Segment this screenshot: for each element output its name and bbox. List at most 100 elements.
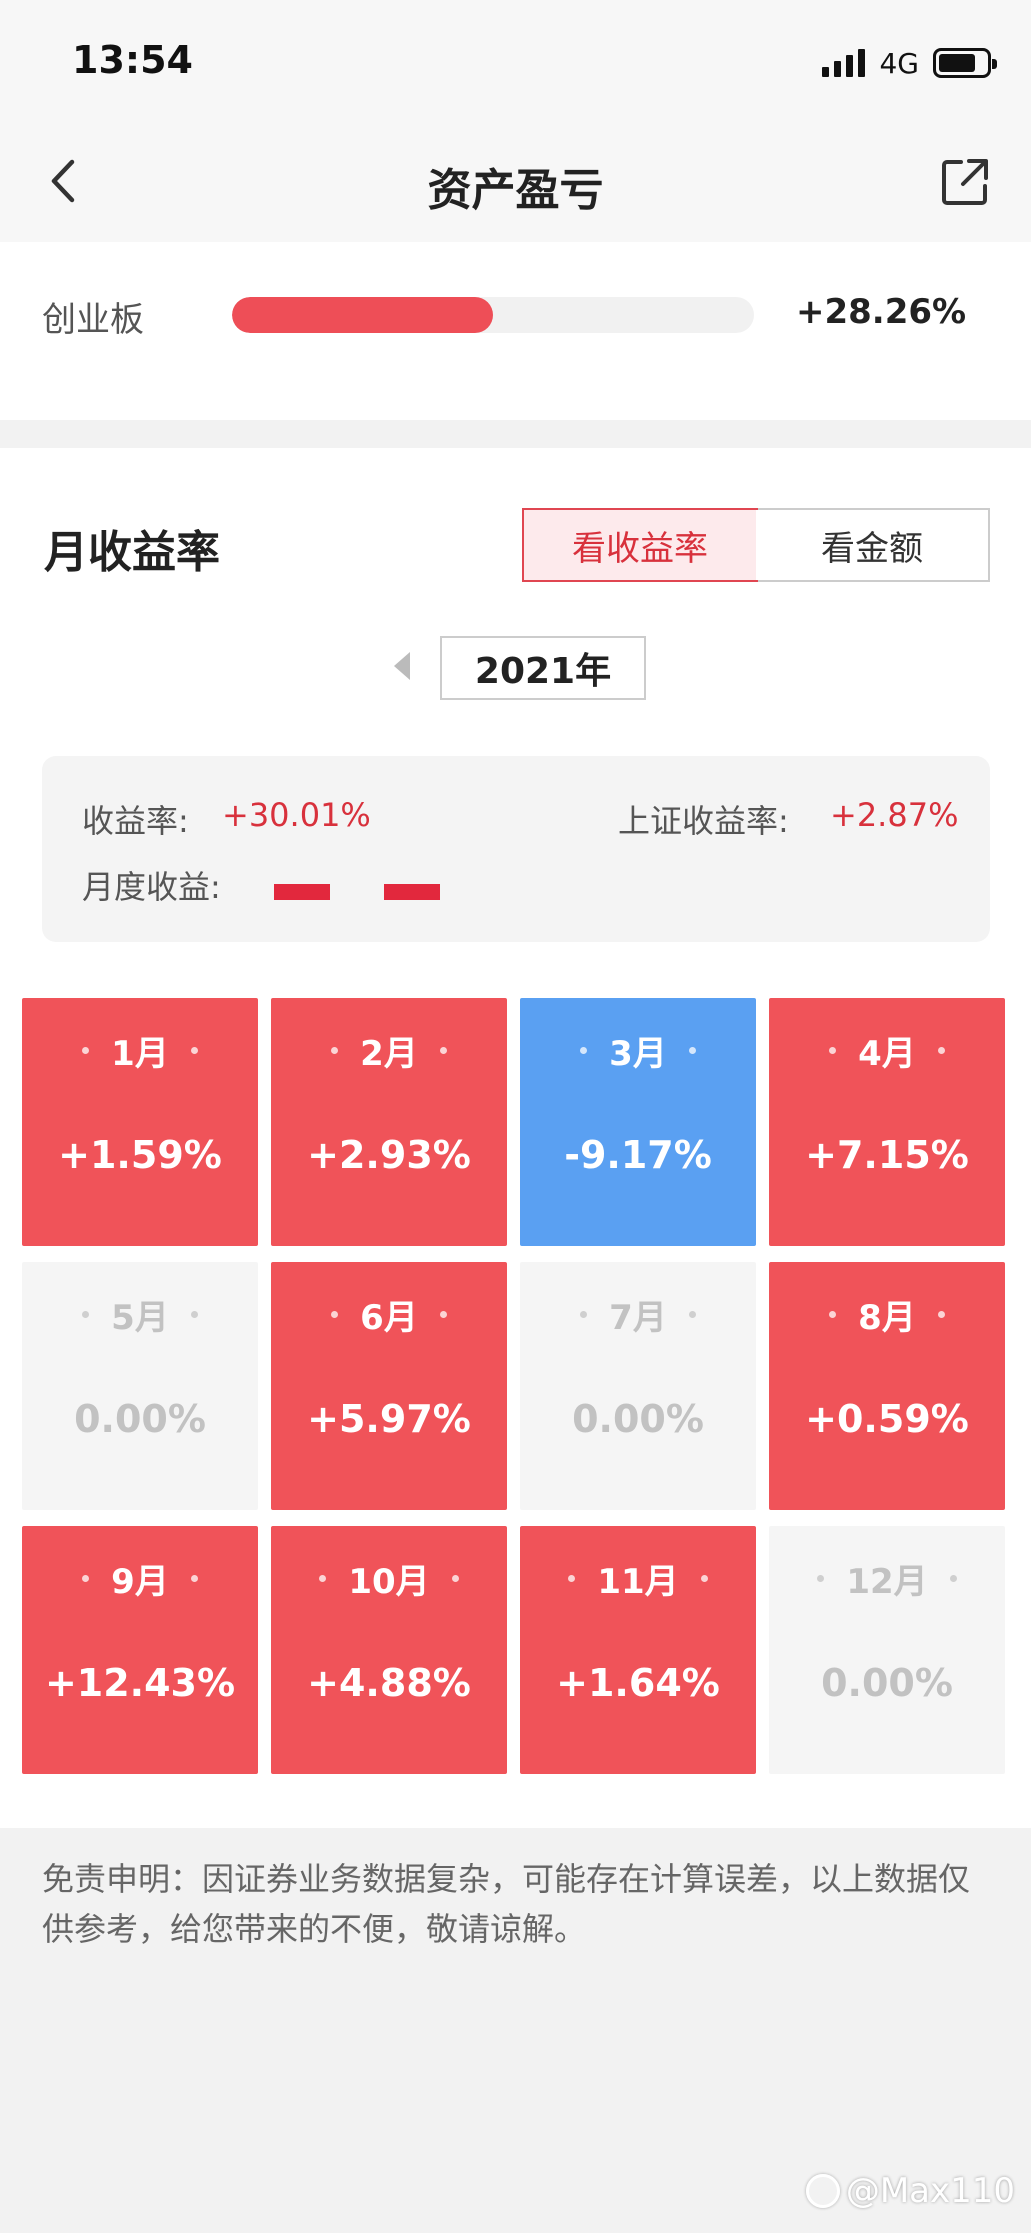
toggle-rate-button[interactable]: 看收益率 (522, 508, 758, 582)
year-label[interactable]: 2021年 (440, 636, 646, 700)
month-header: 1月 (82, 1026, 198, 1075)
month-header: 12月 (817, 1554, 957, 1603)
dot-icon (439, 1047, 447, 1054)
month-header: 2月 (331, 1026, 447, 1075)
month-value: -9.17% (564, 1133, 712, 1177)
month-value: +4.88% (307, 1661, 471, 1705)
sh-return-value: +2.87% (830, 796, 959, 834)
status-time: 13:54 (72, 38, 193, 82)
view-toggle: 看收益率 看金额 (522, 508, 990, 582)
redacted-mark (274, 884, 330, 900)
dot-icon (580, 1311, 588, 1318)
sh-return-label: 上证收益率: (618, 802, 789, 840)
dot-icon (688, 1311, 696, 1318)
month-label: 8月 (858, 1298, 916, 1338)
index-name: 创业板 (42, 300, 144, 340)
dot-icon (190, 1047, 198, 1054)
return-label: 收益率: (82, 802, 189, 840)
month-value: +2.93% (307, 1133, 471, 1177)
nav-bar: 资产盈亏 (0, 120, 1031, 242)
month-header: 6月 (331, 1290, 447, 1339)
month-header: 3月 (580, 1026, 696, 1075)
month-value: 0.00% (821, 1661, 953, 1705)
month-cell[interactable]: 1月 +1.59% (22, 998, 258, 1246)
month-cell[interactable]: 10月 +4.88% (271, 1526, 507, 1774)
network-type: 4G (879, 46, 919, 80)
month-label: 7月 (609, 1298, 667, 1338)
month-value: 0.00% (572, 1397, 704, 1441)
month-value: +1.59% (58, 1133, 222, 1177)
month-cell[interactable]: 9月 +12.43% (22, 1526, 258, 1774)
month-value: +5.97% (307, 1397, 471, 1441)
month-label: 3月 (609, 1034, 667, 1074)
month-label: 1月 (111, 1034, 169, 1074)
dot-icon (817, 1575, 825, 1582)
month-label: 6月 (360, 1298, 418, 1338)
watermark: @Max110 (805, 2171, 1015, 2211)
dot-icon (319, 1575, 327, 1582)
month-cell[interactable]: 8月 +0.59% (769, 1262, 1005, 1510)
month-label: 2月 (360, 1034, 418, 1074)
disclaimer: 免责申明：因证券业务数据复杂，可能存在计算误差，以上数据仅供参考，给您带来的不便… (42, 1860, 971, 1948)
month-header: 10月 (319, 1554, 459, 1603)
share-icon[interactable] (939, 156, 991, 208)
month-value: 0.00% (74, 1397, 206, 1441)
dot-icon (580, 1047, 588, 1054)
month-value: +0.59% (805, 1397, 969, 1441)
dot-icon (331, 1311, 339, 1318)
month-label: 4月 (858, 1034, 916, 1074)
dot-icon (82, 1575, 90, 1582)
dot-icon (439, 1311, 447, 1318)
summary-panel: 收益率: +30.01% 上证收益率: +2.87% 月度收益: (42, 756, 990, 942)
index-compare-card: 创业板 +28.26% (0, 242, 1031, 420)
month-cell[interactable]: 5月 0.00% (22, 1262, 258, 1510)
section-title: 月收益率 (44, 527, 220, 578)
month-header: 5月 (82, 1290, 198, 1339)
index-progress-track (232, 297, 754, 333)
return-value: +30.01% (222, 796, 371, 834)
dot-icon (949, 1575, 957, 1582)
index-value: +28.26% (796, 292, 967, 332)
year-selector: 2021年 (0, 636, 1031, 700)
dot-icon (688, 1047, 696, 1054)
month-cell[interactable]: 11月 +1.64% (520, 1526, 756, 1774)
dot-icon (829, 1311, 837, 1318)
monthly-return-card: 月收益率 看收益率 看金额 2021年 收益率: +30.01% 上证收益率: … (0, 448, 1031, 1828)
signal-icon (822, 49, 866, 77)
page-title: 资产盈亏 (427, 165, 604, 216)
month-label: 12月 (846, 1562, 928, 1602)
month-cell[interactable]: 4月 +7.15% (769, 998, 1005, 1246)
month-cell[interactable]: 12月 0.00% (769, 1526, 1005, 1774)
triangle-left-icon[interactable] (394, 652, 410, 680)
month-header: 8月 (829, 1290, 945, 1339)
dot-icon (937, 1311, 945, 1318)
month-cell[interactable]: 3月 -9.17% (520, 998, 756, 1246)
month-label: 11月 (597, 1562, 679, 1602)
battery-icon (933, 48, 997, 78)
month-cell[interactable]: 2月 +2.93% (271, 998, 507, 1246)
month-label: 5月 (111, 1298, 169, 1338)
month-header: 9月 (82, 1554, 198, 1603)
toggle-amount-button[interactable]: 看金额 (756, 510, 988, 580)
status-indicators: 4G (822, 46, 997, 80)
dot-icon (829, 1047, 837, 1054)
dot-icon (82, 1047, 90, 1054)
month-cell[interactable]: 7月 0.00% (520, 1262, 756, 1510)
watermark-text: @Max110 (845, 2171, 1015, 2211)
month-header: 7月 (580, 1290, 696, 1339)
dot-icon (937, 1047, 945, 1054)
index-progress-fill (232, 297, 493, 333)
month-cell[interactable]: 6月 +5.97% (271, 1262, 507, 1510)
month-header: 4月 (829, 1026, 945, 1075)
dot-icon (700, 1575, 708, 1582)
chevron-left-icon[interactable] (40, 156, 90, 206)
month-value: +12.43% (44, 1661, 236, 1705)
month-label: 10月 (348, 1562, 430, 1602)
dot-icon (190, 1311, 198, 1318)
month-value: +1.64% (556, 1661, 720, 1705)
dot-icon (451, 1575, 459, 1582)
dot-icon (568, 1575, 576, 1582)
dot-icon (331, 1047, 339, 1054)
month-value: +7.15% (805, 1133, 969, 1177)
month-header: 11月 (568, 1554, 708, 1603)
